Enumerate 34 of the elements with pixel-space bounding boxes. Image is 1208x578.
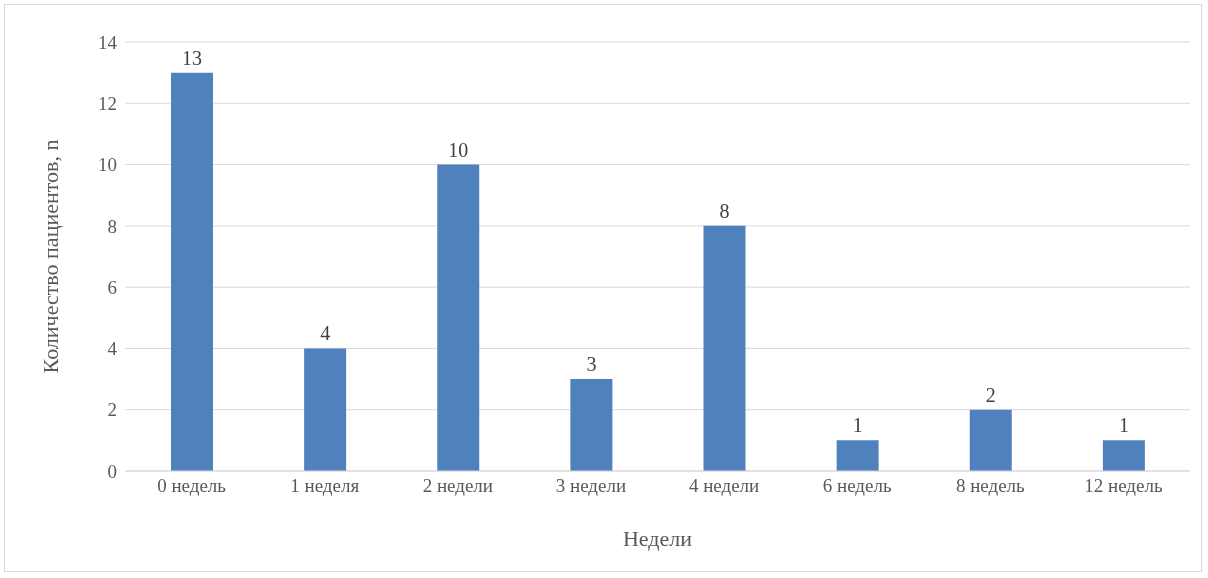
bar (171, 72, 213, 471)
bar (304, 348, 347, 471)
data-label: 10 (448, 138, 469, 161)
x-tick-label: 2 недели (422, 475, 493, 497)
x-axis-title: Недели (622, 526, 693, 551)
x-tick-label: 8 недель (955, 475, 1026, 497)
data-label: 3 (586, 353, 597, 376)
y-tick-label: 6 (107, 276, 117, 298)
x-tick-label: 0 недель (157, 475, 227, 497)
bar (437, 164, 480, 471)
y-tick-label: 4 (107, 338, 118, 360)
y-tick-label: 0 (107, 460, 117, 482)
data-label: 1 (1118, 414, 1129, 437)
bar (836, 440, 879, 471)
x-tick-label: 1 неделя (290, 475, 360, 497)
y-axis-title: Количество пациентов, n (37, 139, 63, 374)
x-tick-label: 3 недели (555, 475, 627, 497)
y-tick-label: 2 (107, 399, 117, 421)
x-tick-label: 4 недели (688, 475, 760, 497)
data-label: 13 (182, 46, 202, 69)
bar (703, 225, 746, 471)
y-tick-label: 14 (98, 31, 118, 53)
data-label: 4 (320, 322, 331, 345)
y-tick-label: 10 (98, 154, 117, 176)
data-label: 2 (985, 383, 996, 406)
y-tick-label: 12 (98, 93, 117, 115)
bar (969, 409, 1012, 471)
x-tick-label: 6 недель (822, 475, 892, 497)
bar (1102, 440, 1145, 471)
data-label: 8 (719, 199, 730, 222)
y-tick-label: 8 (107, 215, 117, 237)
data-label: 1 (852, 414, 863, 437)
bar (570, 379, 613, 471)
x-tick-label: 12 недель (1084, 475, 1163, 497)
